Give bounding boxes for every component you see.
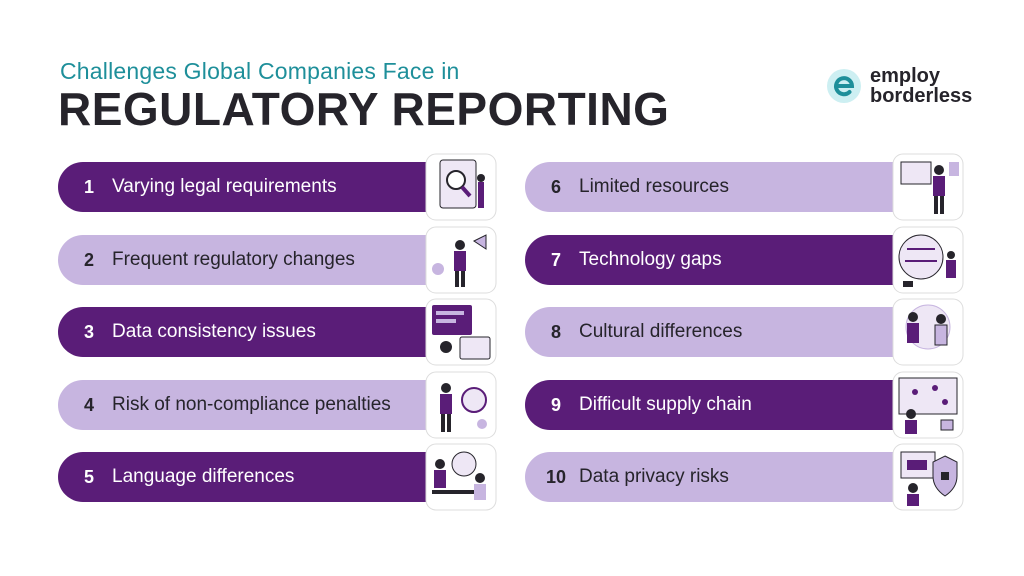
challenge-item-7: 7 Technology gaps [525,235,917,285]
item-label: Risk of non-compliance penalties [112,394,391,415]
challenge-item-3: 3 Data consistency issues [58,307,450,357]
item-label: Limited resources [579,176,729,197]
supply-chain-illustration-icon [891,370,965,440]
logo-line-2: borderless [870,85,973,107]
challenge-item-4: 4 Risk of non-compliance penalties [58,380,450,430]
item-number: 7 [550,249,561,270]
challenge-item-6: 6 Limited resources [525,162,917,212]
challenge-item-10: 10 Data privacy risks [525,452,917,502]
item-number: 6 [550,176,561,197]
brand-logo: employ borderless [826,62,996,112]
item-number: 10 [545,466,567,487]
logo-e-icon [827,69,861,103]
item-label: Frequent regulatory changes [112,249,355,270]
header-subtitle: Challenges Global Companies Face in [60,58,460,84]
item-label: Technology gaps [579,249,722,270]
challenge-item-5: 5 Language differences [58,452,450,502]
challenge-item-8: 8 Cultural differences [525,307,917,357]
item-number: 2 [83,249,94,270]
item-label: Data privacy risks [579,466,729,487]
item-label: Difficult supply chain [579,394,752,415]
logo-line-1: employ [870,65,941,87]
challenge-item-1: 1 Varying legal requirements [58,162,450,212]
item-number: 4 [83,394,94,415]
item-number: 3 [83,321,94,342]
limited-resources-illustration-icon [891,152,965,222]
item-label: Language differences [112,466,295,487]
cultural-differences-illustration-icon [891,297,965,367]
item-label: Varying legal requirements [112,176,337,197]
page-title: REGULATORY REPORTING [58,83,670,135]
item-label: Cultural differences [579,321,743,342]
item-number: 9 [550,394,561,415]
item-number: 1 [83,176,94,197]
challenge-item-2: 2 Frequent regulatory changes [58,235,450,285]
data-privacy-illustration-icon [891,442,965,512]
penalties-illustration-icon [424,370,498,440]
technology-gaps-illustration-icon [891,225,965,295]
regulatory-changes-illustration-icon [424,225,498,295]
challenge-item-9: 9 Difficult supply chain [525,380,917,430]
language-differences-illustration-icon [424,442,498,512]
data-consistency-illustration-icon [424,297,498,367]
item-number: 8 [550,321,561,342]
legal-documents-illustration-icon [424,152,498,222]
item-label: Data consistency issues [112,321,316,342]
item-number: 5 [83,466,94,487]
